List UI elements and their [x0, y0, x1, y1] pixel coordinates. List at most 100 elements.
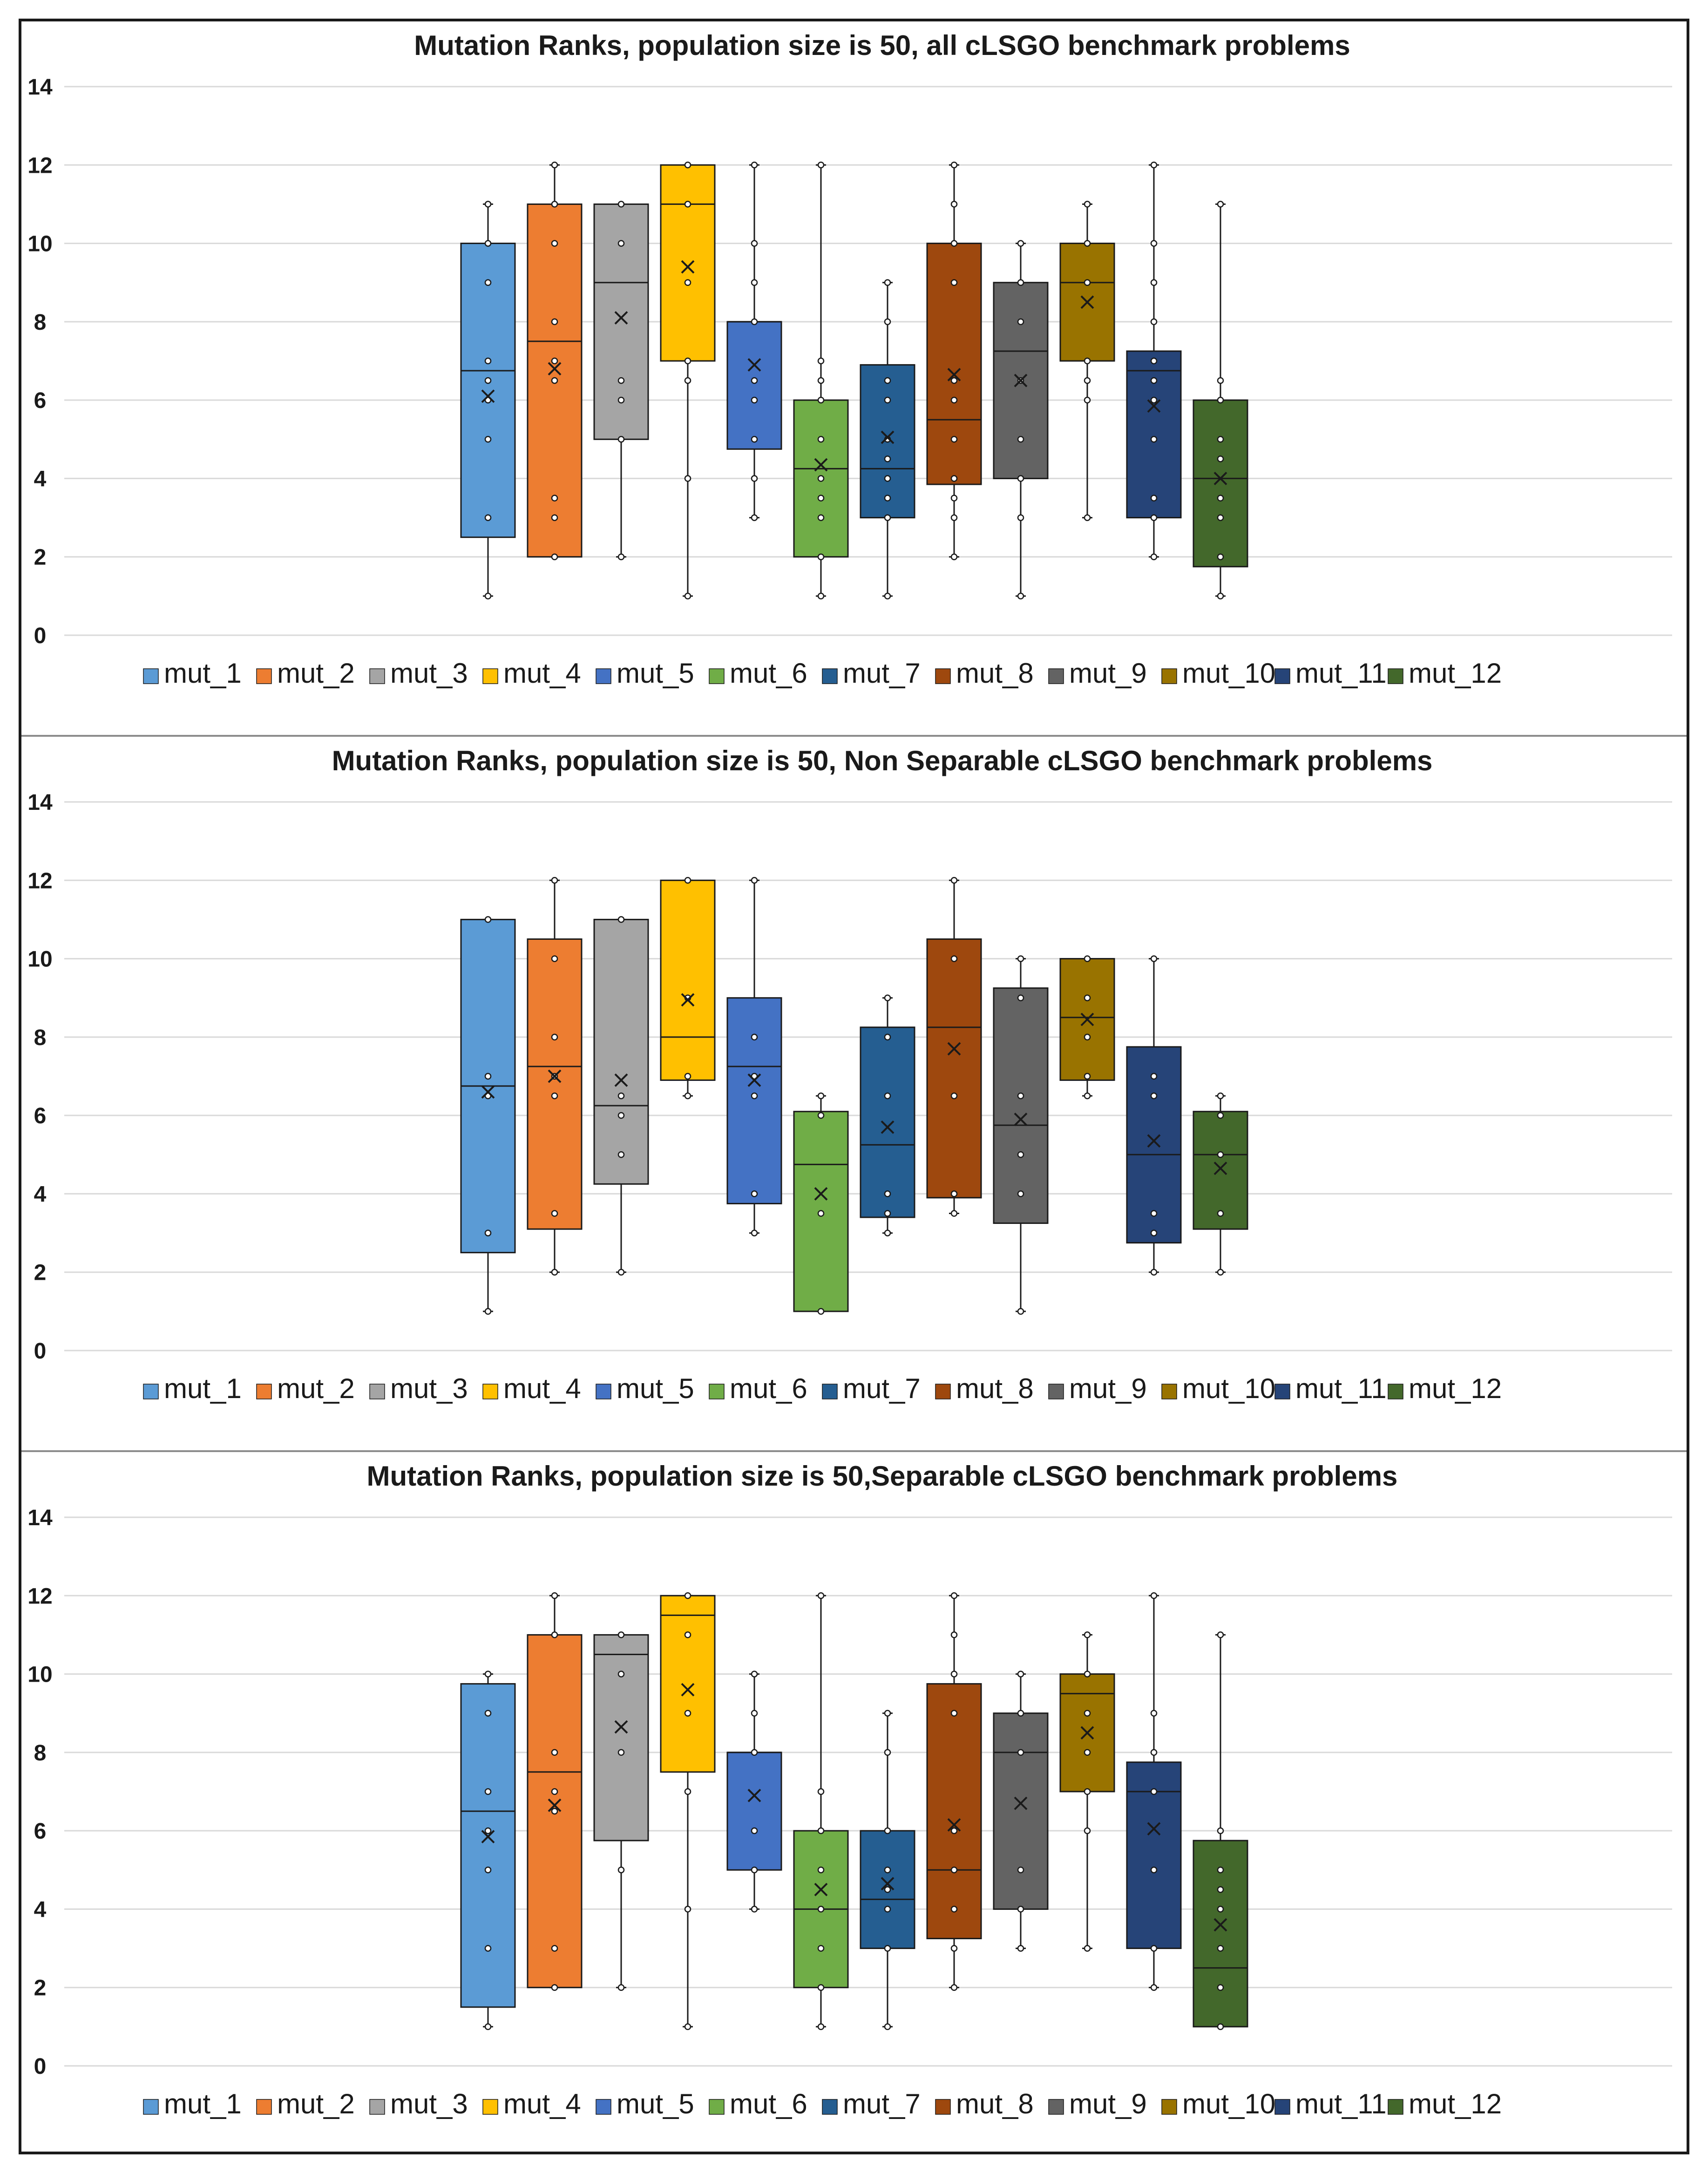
- mean-marker: [1213, 1161, 1227, 1175]
- data-point: [950, 1210, 958, 1217]
- data-point: [617, 916, 625, 923]
- legend-label: mut_3: [390, 1373, 468, 1404]
- data-point: [817, 1210, 825, 1217]
- data-point: [884, 1749, 891, 1756]
- data-point: [1084, 279, 1091, 286]
- legend-label: mut_8: [956, 658, 1034, 689]
- legend-label: mut_1: [164, 2088, 242, 2119]
- boxplot-chart-2: Mutation Ranks, population size is 50, N…: [27, 745, 1672, 1404]
- data-point: [1217, 1867, 1224, 1874]
- legend-swatch: [709, 668, 725, 684]
- iqr-box: [993, 1712, 1049, 1910]
- legend-swatch: [596, 2099, 611, 2115]
- box-mut_10: [1059, 1631, 1115, 1952]
- data-point: [1150, 162, 1158, 169]
- legend-swatch: [1161, 2099, 1177, 2115]
- iqr-box: [1193, 1111, 1248, 1230]
- data-point: [751, 279, 758, 286]
- legend-swatch: [256, 1384, 272, 1399]
- data-point: [950, 240, 958, 247]
- data-point: [884, 1906, 891, 1913]
- data-point: [1017, 240, 1024, 247]
- data-point: [751, 514, 758, 521]
- box-mut_11: [1126, 162, 1182, 560]
- legend-swatch: [482, 2099, 498, 2115]
- data-point: [1217, 396, 1224, 404]
- data-point: [617, 1867, 625, 1874]
- box-mut_4: [660, 877, 716, 1100]
- y-tick-label: 14: [27, 1506, 53, 1530]
- data-point: [1150, 495, 1158, 502]
- data-point: [617, 1984, 625, 1991]
- legend-swatch: [822, 668, 838, 684]
- data-point: [950, 162, 958, 169]
- data-point: [884, 495, 891, 502]
- data-point: [551, 955, 558, 962]
- legend-swatch: [935, 1384, 951, 1399]
- data-point: [484, 240, 492, 247]
- data-point: [1084, 201, 1091, 208]
- data-point: [884, 592, 891, 600]
- legend-swatch: [596, 1384, 611, 1399]
- legend-item-mut_6: mut_6: [709, 1373, 807, 1404]
- legend-swatch: [482, 668, 498, 684]
- data-point: [617, 1670, 625, 1677]
- legend-swatch: [596, 668, 611, 684]
- data-point: [751, 240, 758, 247]
- data-point: [617, 201, 625, 208]
- box-mut_2: [527, 1592, 583, 1991]
- data-point: [484, 1827, 492, 1834]
- data-point: [1150, 1788, 1158, 1795]
- y-tick-label: 12: [27, 1584, 52, 1609]
- data-point: [551, 1033, 558, 1041]
- legend-label: mut_12: [1409, 1373, 1502, 1404]
- mean-marker: [947, 1818, 961, 1832]
- data-point: [1217, 1827, 1224, 1834]
- y-tick-label: 8: [34, 1025, 47, 1050]
- legend-item-mut_12: mut_12: [1388, 2088, 1502, 2119]
- legend-item-mut_2: mut_2: [256, 1373, 355, 1404]
- data-point: [751, 1670, 758, 1677]
- iqr-box: [860, 1026, 915, 1218]
- mean-marker: [681, 993, 695, 1007]
- data-point: [751, 436, 758, 443]
- data-point: [484, 1073, 492, 1080]
- legend-label: mut_6: [730, 2088, 807, 2119]
- data-point: [817, 2023, 825, 2030]
- data-point: [817, 1984, 825, 1991]
- data-point: [1084, 1631, 1091, 1638]
- data-point: [484, 436, 492, 443]
- legend-item-mut_7: mut_7: [822, 1373, 921, 1404]
- mean-marker: [481, 389, 495, 403]
- y-tick-label: 12: [27, 153, 52, 178]
- legend-item-mut_11: mut_11: [1274, 658, 1387, 689]
- data-point: [484, 1670, 492, 1677]
- mean-marker: [614, 1073, 628, 1087]
- mean-marker: [548, 1799, 562, 1812]
- y-tick-label: 0: [34, 2054, 47, 2079]
- data-point: [684, 1710, 691, 1717]
- y-tick-label: 6: [34, 1104, 47, 1128]
- mean-marker: [1080, 1012, 1094, 1026]
- legend-item-mut_9: mut_9: [1048, 658, 1147, 689]
- mean-marker: [1213, 472, 1227, 485]
- y-tick-label: 14: [27, 790, 53, 815]
- data-point: [684, 1092, 691, 1100]
- data-point: [1217, 201, 1224, 208]
- panel-divider-2: [21, 1450, 1687, 1452]
- data-point: [1150, 1984, 1158, 1991]
- legend-swatch: [1161, 1384, 1177, 1399]
- data-point: [817, 1945, 825, 1952]
- legend-item-mut_10: mut_10: [1161, 1373, 1275, 1404]
- data-point: [1084, 1827, 1091, 1834]
- legend-item-mut_4: mut_4: [482, 2088, 581, 2119]
- box-mut_8: [926, 162, 982, 560]
- data-point: [551, 1945, 558, 1952]
- data-point: [1150, 514, 1158, 521]
- data-point: [1217, 1631, 1224, 1638]
- legend-item-mut_6: mut_6: [709, 658, 807, 689]
- data-point: [484, 1710, 492, 1717]
- mean-marker: [1080, 1726, 1094, 1740]
- data-point: [1150, 377, 1158, 384]
- legend-item-mut_11: mut_11: [1274, 2088, 1387, 2119]
